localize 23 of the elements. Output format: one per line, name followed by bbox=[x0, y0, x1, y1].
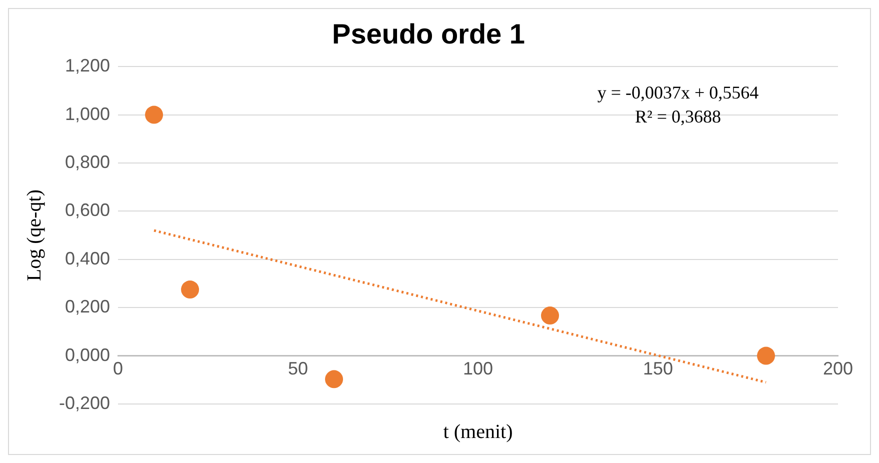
point bbox=[757, 346, 776, 365]
x-axis-title: t (menit) bbox=[443, 421, 513, 443]
y-tick-label: -0,200 bbox=[58, 392, 110, 413]
x-tick-label: 150 bbox=[642, 358, 674, 379]
y-tick-label: 0,400 bbox=[64, 248, 110, 268]
point bbox=[325, 370, 344, 388]
point bbox=[181, 280, 200, 299]
annotation: y = -0,0037x + 0,5564 bbox=[597, 82, 759, 103]
y-tick-label: 0,600 bbox=[64, 200, 110, 220]
y-tick-label: 1,200 bbox=[64, 56, 110, 76]
x-tick-label: 50 bbox=[288, 358, 308, 379]
y-tick-label: 1,000 bbox=[64, 104, 110, 124]
y-axis-title: Log (qe-qt) bbox=[23, 189, 46, 282]
y-tick-label: 0,800 bbox=[64, 152, 110, 172]
x-tick-label: 100 bbox=[462, 358, 494, 379]
x-tick-label: 200 bbox=[822, 358, 854, 379]
point bbox=[541, 306, 560, 325]
point bbox=[145, 106, 164, 124]
annotation: R² = 0,3688 bbox=[634, 106, 722, 127]
chart-title: Pseudo orde 1 bbox=[332, 18, 525, 50]
x-tick-label: 0 bbox=[113, 358, 124, 379]
y-tick-label: 0,200 bbox=[64, 296, 110, 317]
y-tick-label: 0,000 bbox=[64, 344, 110, 365]
